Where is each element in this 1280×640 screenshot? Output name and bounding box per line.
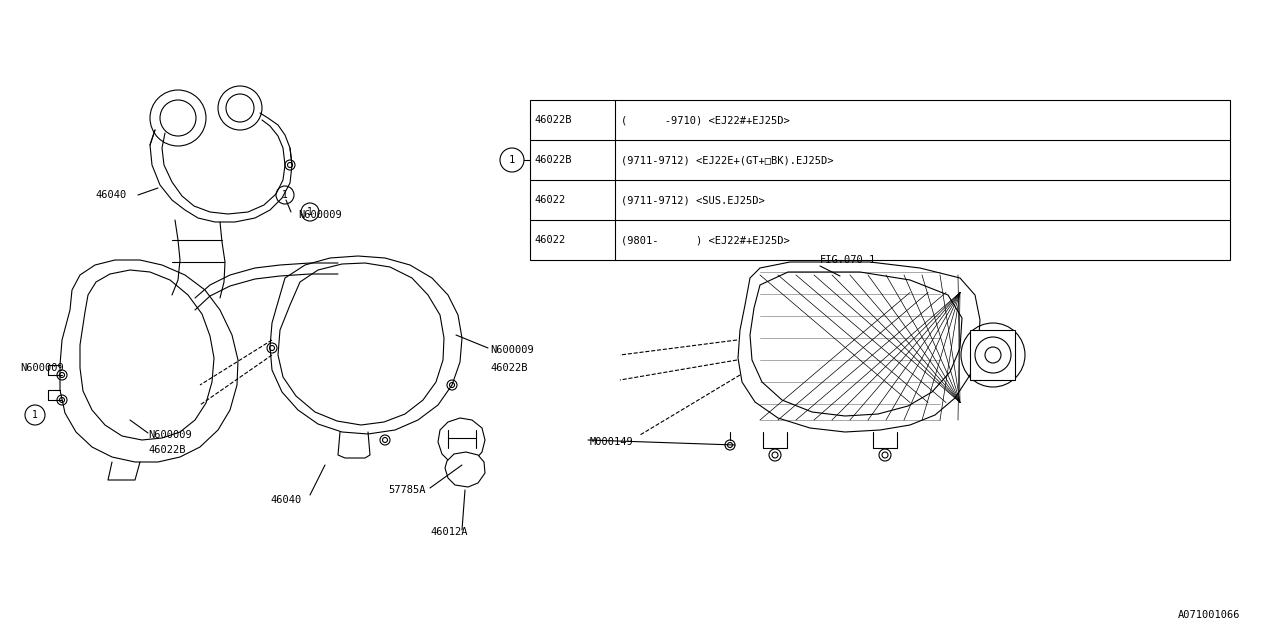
Text: 46022B: 46022B: [490, 363, 527, 373]
Polygon shape: [60, 260, 238, 462]
Polygon shape: [270, 256, 462, 434]
Text: 57785A: 57785A: [388, 485, 425, 495]
Bar: [970, 330, 1015, 380]
Polygon shape: [438, 418, 485, 465]
Text: 1: 1: [32, 410, 38, 420]
Text: (      -9710) <EJ22#+EJ25D>: ( -9710) <EJ22#+EJ25D>: [621, 115, 790, 125]
Bar: [530, 100, 1230, 260]
Polygon shape: [739, 262, 980, 432]
Text: 46022: 46022: [534, 195, 566, 205]
Text: 46022B: 46022B: [534, 115, 571, 125]
Text: 46012A: 46012A: [430, 527, 467, 537]
Text: 1: 1: [282, 190, 288, 200]
Text: 1: 1: [509, 155, 515, 165]
Text: N600009: N600009: [148, 430, 192, 440]
Text: N600009: N600009: [490, 345, 534, 355]
Text: 46040: 46040: [270, 495, 301, 505]
Text: 46040: 46040: [95, 190, 127, 200]
Text: 46022: 46022: [534, 235, 566, 245]
Text: M000149: M000149: [590, 437, 634, 447]
Text: A071001066: A071001066: [1178, 610, 1240, 620]
Text: (9801-      ) <EJ22#+EJ25D>: (9801- ) <EJ22#+EJ25D>: [621, 235, 790, 245]
Text: N600009: N600009: [298, 210, 342, 220]
Text: (9711-9712) <EJ22E+(GT+□BK).EJ25D>: (9711-9712) <EJ22E+(GT+□BK).EJ25D>: [621, 155, 833, 165]
Text: 46022B: 46022B: [534, 155, 571, 165]
Text: 46022B: 46022B: [148, 445, 186, 455]
Polygon shape: [445, 452, 485, 487]
Text: 1: 1: [307, 207, 312, 217]
Text: N600009: N600009: [20, 363, 64, 373]
Text: (9711-9712) <SUS.EJ25D>: (9711-9712) <SUS.EJ25D>: [621, 195, 764, 205]
Text: FIG.070-1: FIG.070-1: [820, 255, 877, 265]
